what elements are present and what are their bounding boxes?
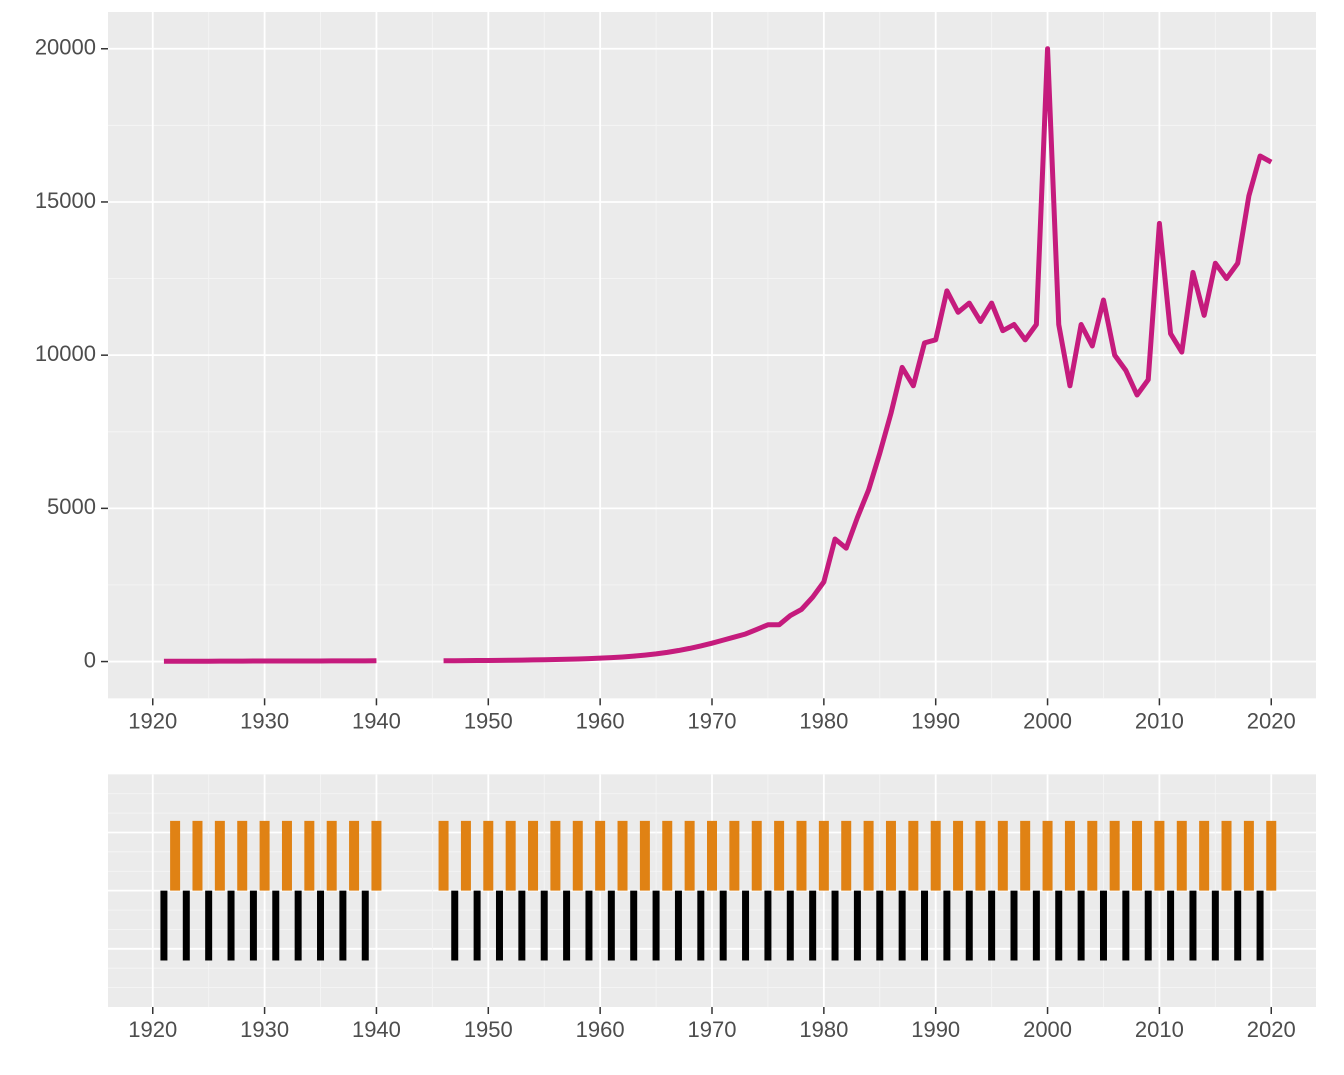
x-tick-label: 2000 [1023,708,1072,733]
x-tick-label: 2000 [1023,1017,1072,1042]
line-chart-panel: 0 5000 10000 15000 20000 1920 1930 1940 1950 1960… [35,12,1316,733]
x-tick-label: 1940 [352,708,401,733]
x-tick-label: 1980 [799,1017,848,1042]
x-tick-label: 2020 [1247,708,1296,733]
y-tick-label: 10000 [35,341,96,366]
x-tick-label: 1920 [128,1017,177,1042]
x-tick-label: 1980 [799,708,848,733]
x-tick-label: 1990 [911,1017,960,1042]
y-tick-label: 0 [84,647,96,672]
x-tick-label: 1920 [128,708,177,733]
x-tick-label: 1960 [576,708,625,733]
x-tick-label: 2010 [1135,1017,1184,1042]
x-tick-label: 1940 [352,1017,401,1042]
x-tick-label: 1970 [688,708,737,733]
x-tick-label: 1930 [240,1017,289,1042]
x-tick-label: 1950 [464,708,513,733]
x-tick-label: 1930 [240,708,289,733]
chart-figure: 0 5000 10000 15000 20000 1920 1930 1940 1950 1960… [0,0,1344,1075]
y-tick-label: 5000 [47,494,96,519]
x-tick-label: 1990 [911,708,960,733]
x-tick-label: 1960 [576,1017,625,1042]
x-tick-label: 2010 [1135,708,1184,733]
chart-svg: 0 5000 10000 15000 20000 1920 1930 1940 1950 1960… [0,0,1344,1075]
y-tick-label: 15000 [35,188,96,213]
x-tick-label: 1950 [464,1017,513,1042]
rug-chart-panel: 1920 1930 1940 1950 1960 1970 1980 1990 2000 2010… [108,774,1316,1042]
y-tick-label: 20000 [35,35,96,60]
x-tick-label: 2020 [1247,1017,1296,1042]
x-tick-label: 1970 [688,1017,737,1042]
